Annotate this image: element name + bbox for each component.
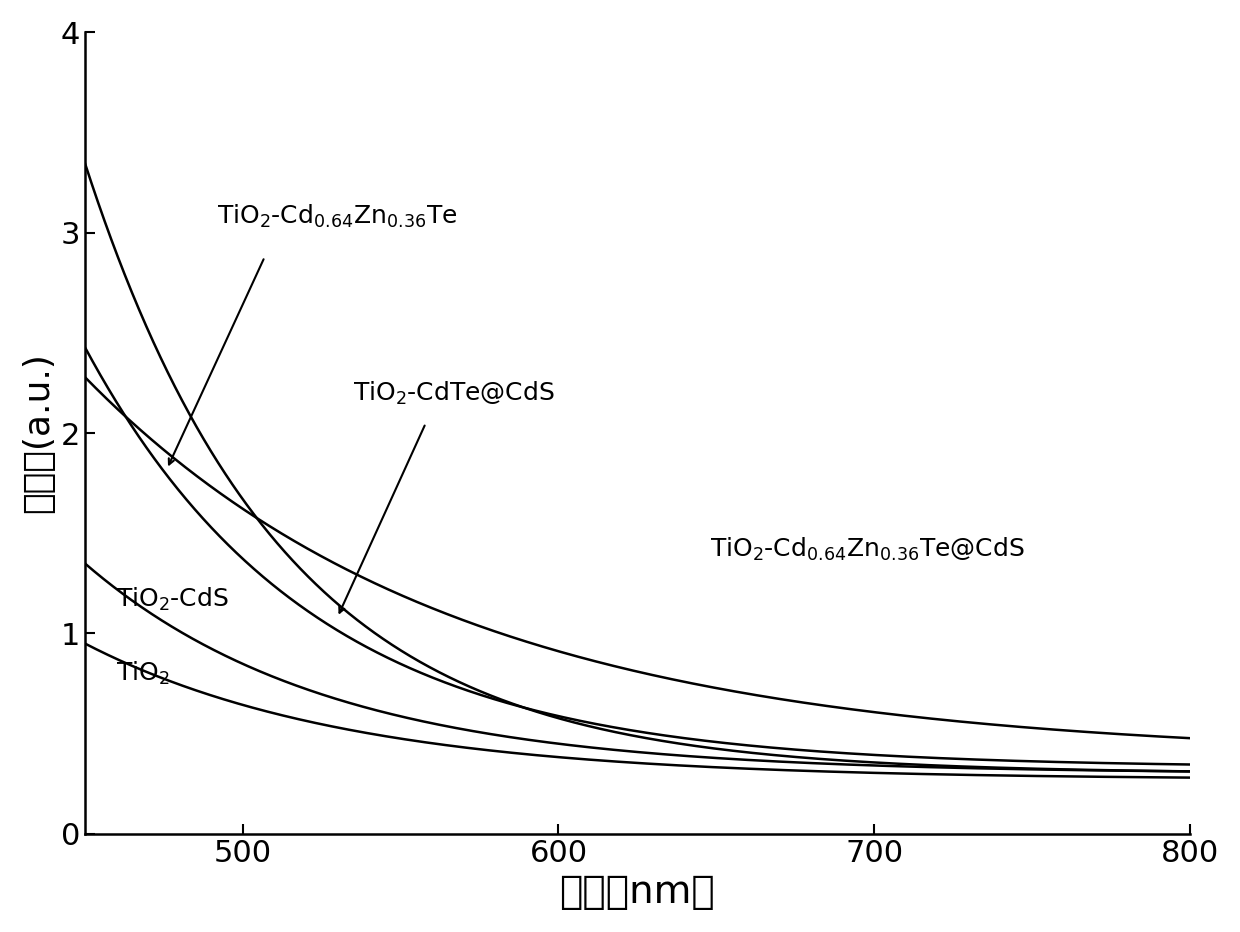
X-axis label: 波长（nm）: 波长（nm）	[559, 873, 715, 911]
Text: TiO$_2$-Cd$_{0.64}$Zn$_{0.36}$Te@CdS: TiO$_2$-Cd$_{0.64}$Zn$_{0.36}$Te@CdS	[711, 536, 1024, 563]
Text: TiO$_2$-CdTe@CdS: TiO$_2$-CdTe@CdS	[353, 379, 556, 406]
Text: TiO$_2$-Cd$_{0.64}$Zn$_{0.36}$Te: TiO$_2$-Cd$_{0.64}$Zn$_{0.36}$Te	[217, 203, 458, 230]
Text: TiO$_2$-CdS: TiO$_2$-CdS	[117, 585, 229, 613]
Y-axis label: 吸光度(a.u.): 吸光度(a.u.)	[21, 352, 55, 514]
Text: TiO$_2$: TiO$_2$	[117, 660, 170, 687]
